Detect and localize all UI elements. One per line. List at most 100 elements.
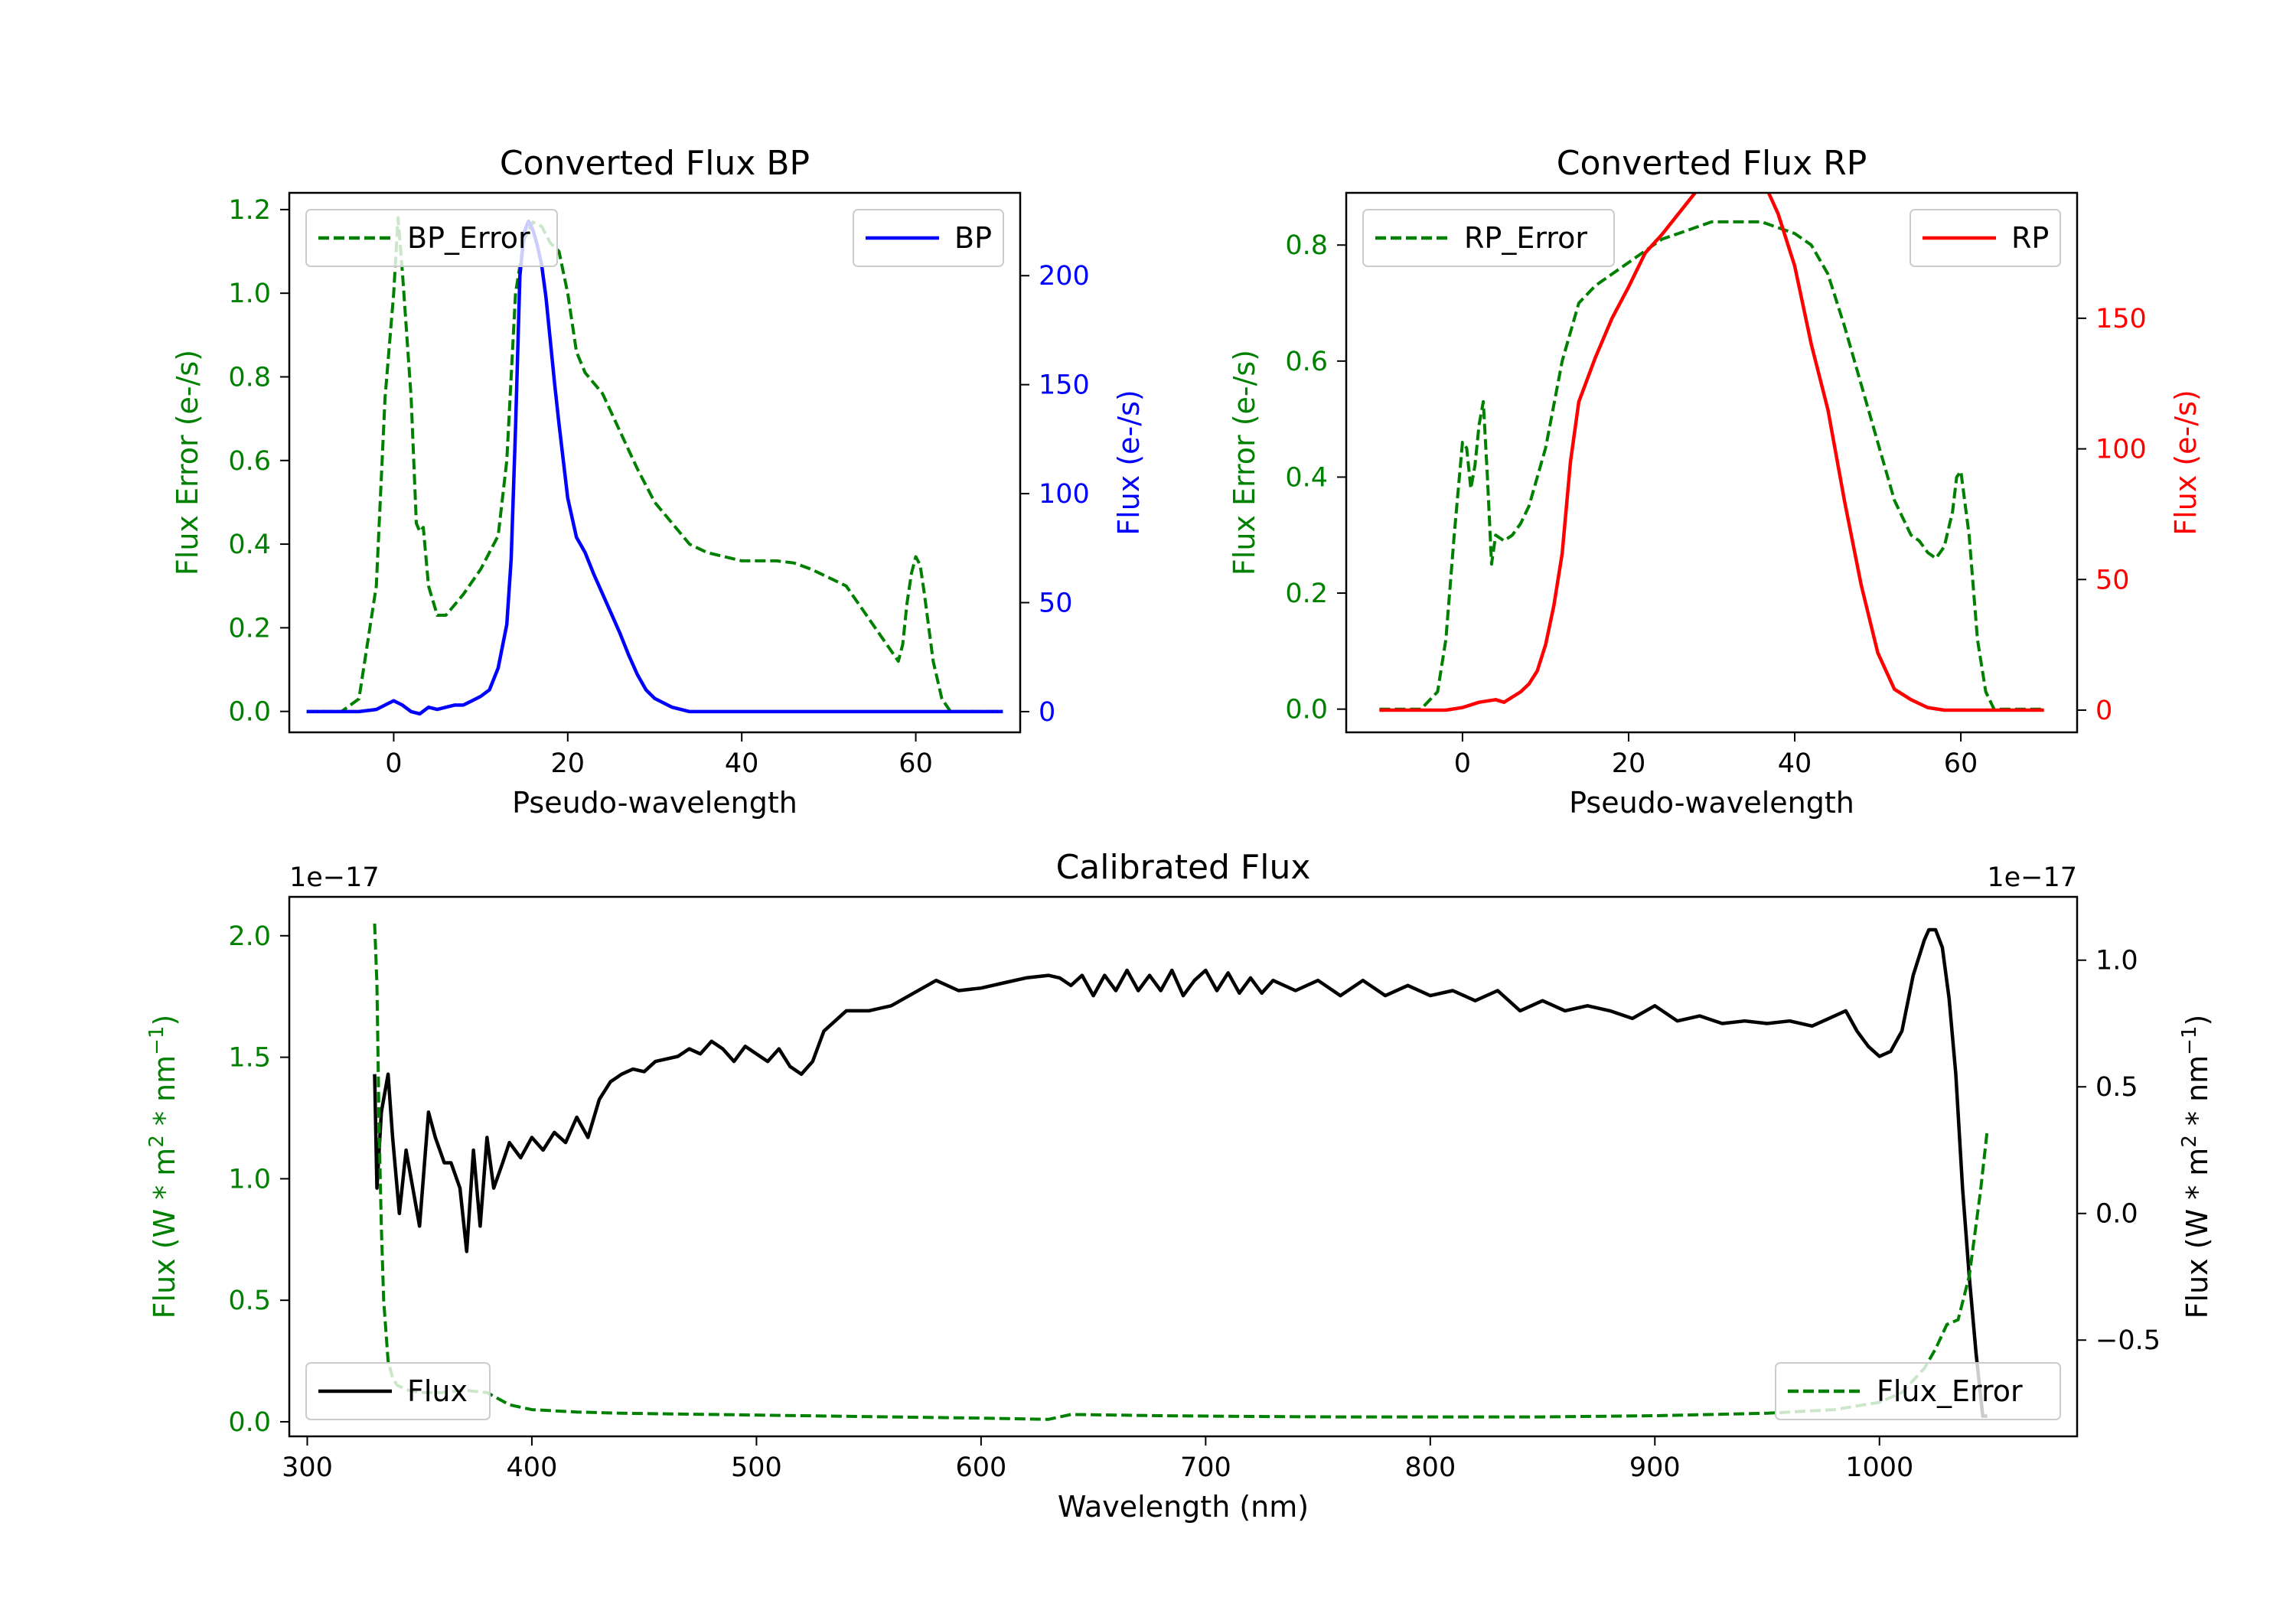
y-right-tick-label: 1.0 — [2095, 946, 2138, 976]
legend-label: Flux — [407, 1374, 468, 1408]
x-axis-label: Wavelength (nm) — [1058, 1490, 1309, 1524]
y-left-tick-label: 0.8 — [228, 362, 271, 393]
x-tick-label: 0 — [1454, 748, 1471, 779]
y-label-sup: −1 — [145, 1026, 168, 1055]
x-tick-label: 800 — [1404, 1452, 1456, 1483]
series-line-rp-error — [1379, 220, 2044, 711]
legend-label: RP — [2011, 221, 2049, 255]
series-line-rp — [1379, 193, 2044, 712]
legend-label: Flux_Error — [1877, 1374, 2023, 1408]
y-left-axis-label: Flux (W * m2 * nm−1) — [145, 1015, 181, 1319]
y-left-tick-label: 0.2 — [228, 613, 271, 644]
y-left-tick-label: 0.8 — [1285, 230, 1328, 261]
y-right-axis-label: Flux (e-/s) — [1112, 390, 1146, 535]
y-left-tick-label: 0.4 — [1285, 462, 1328, 493]
legend-label: BP_Error — [407, 221, 530, 255]
y-left-tick-label: 1.0 — [228, 279, 271, 309]
series-group — [306, 216, 1003, 716]
y-left-tick-label: 0.6 — [228, 446, 271, 477]
y-left-tick-label: 1.5 — [228, 1043, 271, 1074]
y-right-tick-label: 0 — [1039, 697, 1055, 728]
x-tick-label: 600 — [955, 1452, 1006, 1483]
y-label-sup: −1 — [2178, 1026, 2201, 1055]
chart-title: Calibrated Flux — [1056, 848, 1311, 887]
x-tick-label: 0 — [385, 748, 402, 779]
plot-frame — [288, 191, 1022, 734]
panel-cal: 300 400 500 600 700 800 900 1000 0.0 0.5 1.0 1.5 2.0… — [145, 848, 2214, 1524]
y-left-tick-label: 1.2 — [228, 195, 271, 226]
series-line-flux — [373, 927, 1988, 1418]
y-label-sup: 2 — [2178, 1135, 2201, 1148]
x-tick-label: 20 — [1612, 748, 1646, 779]
y-label-part: * nm — [148, 1055, 181, 1135]
plot-frame — [1345, 191, 2079, 734]
y-right-tick-label: 50 — [2095, 565, 2130, 595]
series-line-bp — [306, 219, 1003, 716]
x-tick-label: 60 — [1944, 748, 1978, 779]
legend-label: RP_Error — [1464, 221, 1587, 255]
y-left-tick-label: 0.0 — [228, 1407, 271, 1438]
y-left-axis-label: Flux Error (e-/s) — [1228, 350, 1261, 575]
y-right-axis-label: Flux (e-/s) — [2169, 390, 2203, 535]
y-left-axis-label: Flux Error (e-/s) — [171, 350, 204, 575]
y-label-part: * nm — [2180, 1055, 2214, 1135]
legend-label: BP — [954, 221, 992, 255]
legend-rp: RP — [1910, 209, 2061, 267]
legend-box — [1775, 1362, 2061, 1420]
y-label-sup: 2 — [145, 1135, 168, 1148]
x-tick-label: 700 — [1180, 1452, 1231, 1483]
y-right-tick-label: 100 — [2095, 435, 2147, 465]
legend-box — [305, 1362, 491, 1420]
plot-frame — [288, 895, 2079, 1438]
x-axis-label: Pseudo-wavelength — [512, 786, 797, 820]
chart-root: 0 20 40 600.00.20.40.60.81.01.2050100150200… — [145, 144, 2214, 1524]
x-tick-label: 1000 — [1845, 1452, 1913, 1483]
y-left-tick-label: 1.0 — [228, 1164, 271, 1195]
y-right-tick-label: −0.5 — [2095, 1325, 2161, 1356]
chart-title: Converted Flux RP — [1557, 144, 1867, 183]
chart-title: Converted Flux BP — [500, 144, 810, 183]
y-right-tick-label: 0.0 — [2095, 1199, 2138, 1230]
y-right-tick-label: 150 — [2095, 304, 2147, 334]
offset-left: 1e−17 — [289, 862, 380, 893]
y-left-tick-label: 0.6 — [1285, 347, 1328, 377]
series-group — [1379, 193, 2044, 712]
y-right-axis-label: Flux (W * m2 * nm−1) — [2178, 1015, 2214, 1319]
x-tick-label: 500 — [731, 1452, 782, 1483]
y-label-part: Flux (W * m — [2180, 1148, 2214, 1319]
legend-rp-error: RP_Error — [1362, 209, 1615, 267]
offset-right: 1e−17 — [1987, 862, 2077, 893]
y-label-part: ) — [148, 1015, 181, 1026]
x-tick-label: 300 — [282, 1452, 333, 1483]
legend-flux-error: Flux_Error — [1775, 1362, 2061, 1420]
legend-box — [305, 209, 558, 267]
legend-flux: Flux — [305, 1362, 491, 1420]
y-right-tick-label: 150 — [1039, 370, 1090, 401]
legend-box — [1362, 209, 1615, 267]
panel-rp: 0 20 40 60 0.0 0.2 0.4 0.6 0.8 0 50 100 150 Converted… — [1228, 144, 2203, 820]
y-label-part: Flux (W * m — [148, 1148, 181, 1319]
x-tick-label: 20 — [551, 748, 585, 779]
legend-bp-error: BP_Error — [305, 209, 558, 267]
y-left-tick-label: 0.0 — [228, 697, 271, 728]
y-right-tick-label: 50 — [1039, 588, 1073, 619]
panel-bp: 0 20 40 60 0.0 0.2 0.4 0.6 0.8 1.0 1.2 0 50 100 150 200… — [171, 144, 1146, 820]
y-right-tick-label: 200 — [1039, 261, 1090, 292]
x-tick-label: 60 — [899, 748, 933, 779]
y-left-tick-label: 0.5 — [228, 1286, 271, 1316]
x-tick-label: 400 — [507, 1452, 558, 1483]
y-left-tick-label: 0.0 — [1285, 695, 1328, 725]
y-right-tick-label: 100 — [1039, 479, 1090, 510]
y-left-tick-label: 0.4 — [228, 530, 271, 560]
y-right-tick-label: 0 — [2095, 696, 2112, 726]
x-axis-label: Pseudo-wavelength — [1569, 786, 1854, 820]
legend-bp: BP — [853, 209, 1004, 267]
x-tick-label: 40 — [1778, 748, 1812, 779]
y-right-tick-label: 0.5 — [2095, 1072, 2138, 1103]
x-tick-label: 40 — [725, 748, 759, 779]
y-label-part: ) — [2180, 1015, 2214, 1026]
y-left-tick-label: 0.2 — [1285, 579, 1328, 609]
x-tick-label: 900 — [1629, 1452, 1681, 1483]
